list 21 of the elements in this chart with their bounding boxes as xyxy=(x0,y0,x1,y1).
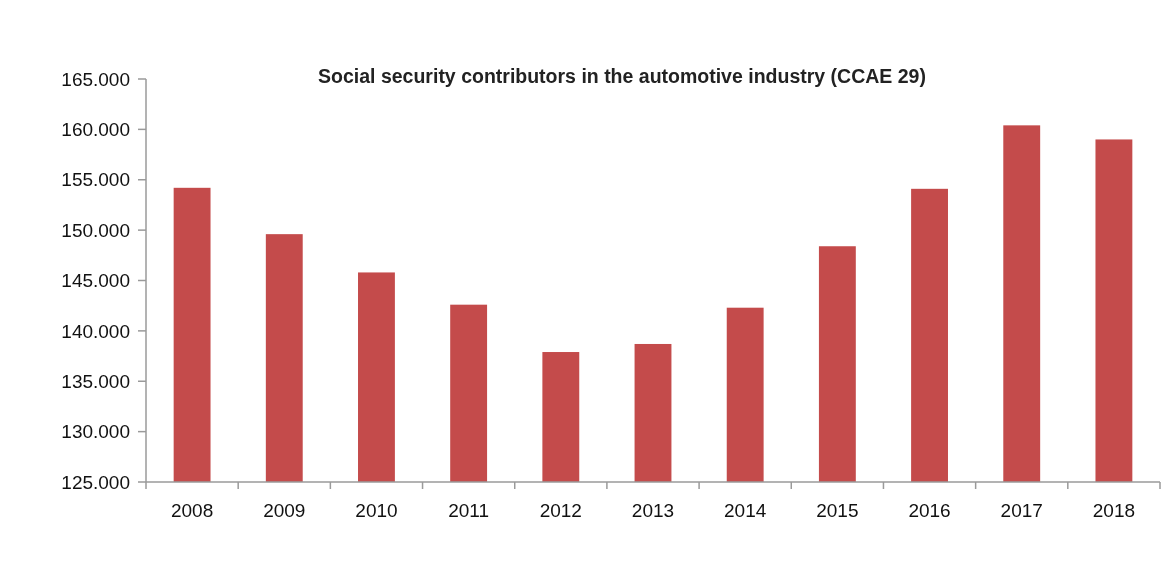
x-tick-label: 2015 xyxy=(816,500,859,521)
y-tick-label: 145.000 xyxy=(61,270,130,292)
x-tick-label: 2010 xyxy=(355,500,398,521)
y-tick-label: 150.000 xyxy=(61,219,130,241)
x-tick-label: 2012 xyxy=(539,500,582,521)
y-tick-label: 135.000 xyxy=(61,370,130,392)
y-tick-label: 155.000 xyxy=(61,169,130,191)
chart-title: Social security contributors in the automotive industry (CCAE 29) xyxy=(318,65,926,87)
y-tick-label: 165.000 xyxy=(61,68,130,90)
y-tick-label: 160.000 xyxy=(61,119,130,141)
x-tick-label: 2013 xyxy=(631,500,675,521)
x-tick-label: 2009 xyxy=(263,500,306,521)
x-tick-label: 2008 xyxy=(170,500,214,521)
y-tick-label: 140.000 xyxy=(61,320,130,342)
x-tick-label: 2014 xyxy=(724,500,767,521)
y-tick-label: 130.000 xyxy=(61,421,130,443)
x-tick-label: 2017 xyxy=(1000,500,1043,521)
y-tick-label: 125.000 xyxy=(61,471,130,493)
x-tick-label: 2018 xyxy=(1092,500,1136,521)
x-tick-label: 2016 xyxy=(908,500,951,521)
x-tick-label: 2011 xyxy=(448,500,490,521)
